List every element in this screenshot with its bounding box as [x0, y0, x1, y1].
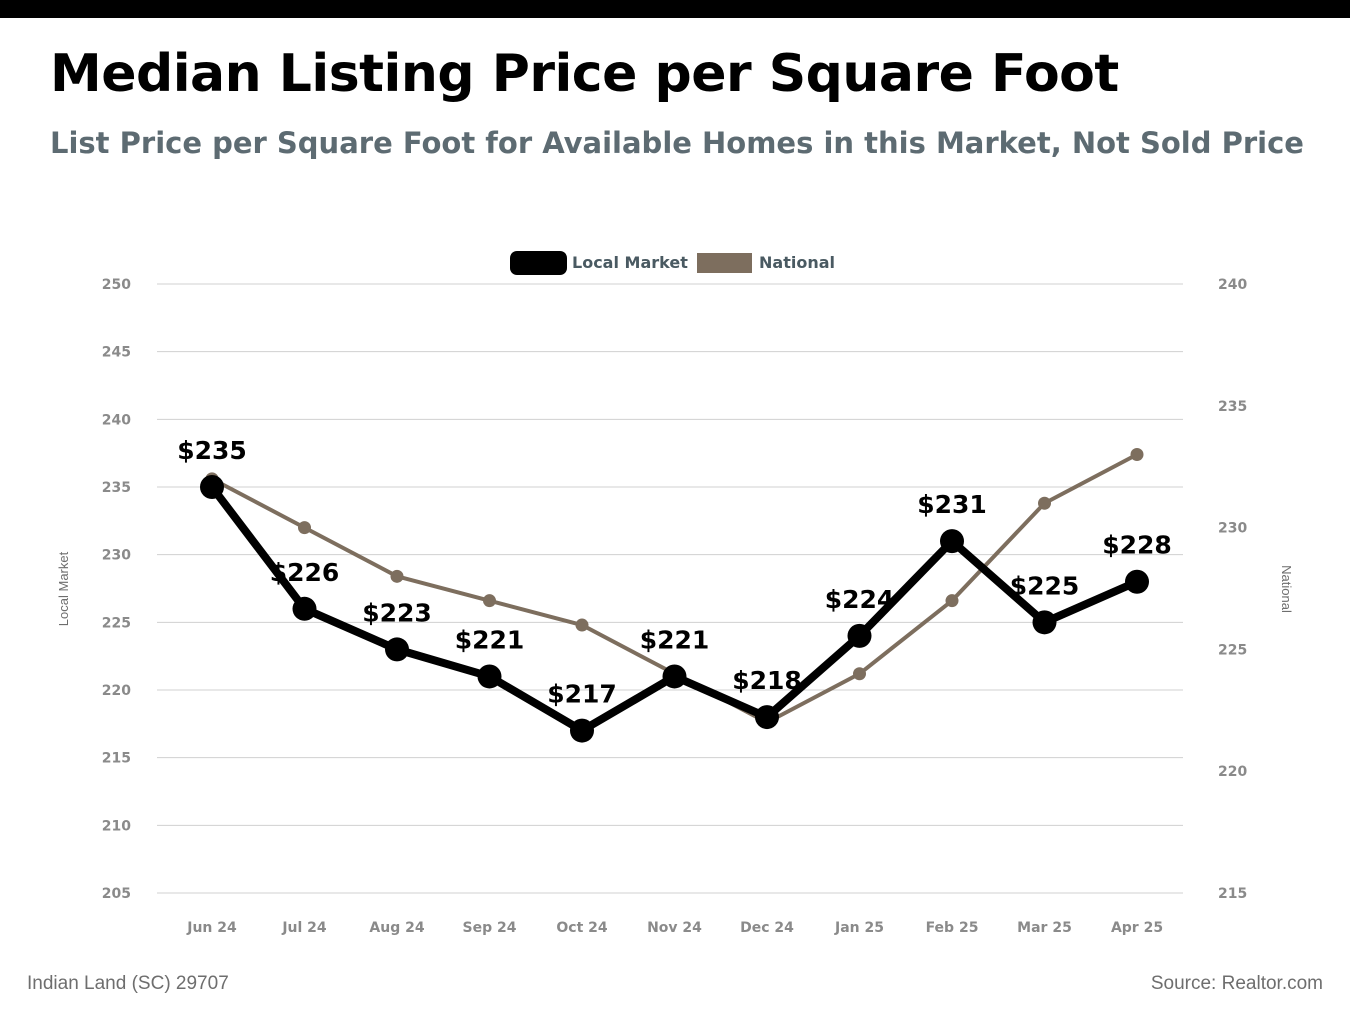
local-market-data-point: [755, 705, 779, 730]
local-market-data-point: [847, 623, 872, 648]
national-data-point: [390, 569, 404, 583]
national-data-point: [945, 594, 959, 608]
x-tick-label: Jan 25: [834, 920, 884, 936]
national-data-point: [575, 618, 589, 632]
local-market-data-point: [200, 475, 224, 499]
local-market-data-label: $226: [270, 558, 340, 587]
local-market-data-point: [940, 529, 964, 554]
national-data-point: [1130, 448, 1144, 462]
local-market-data-point: [292, 596, 317, 621]
legend-label-national: National: [759, 253, 835, 272]
x-tick-label: Dec 24: [740, 920, 794, 936]
y-left-tick-label: 215: [102, 751, 131, 767]
local-market-series-line: [208, 484, 1139, 735]
x-tick-label: Jun 24: [186, 920, 237, 936]
chart-subtitle: List Price per Square Foot for Available…: [50, 126, 1304, 160]
legend-label-local-market: Local Market: [572, 253, 688, 272]
x-tick-label: Jul 24: [281, 920, 327, 936]
y-right-tick-label: 240: [1218, 277, 1247, 293]
x-tick-label: Apr 25: [1111, 920, 1163, 936]
y-left-tick-label: 240: [102, 412, 131, 428]
x-tick-label: Oct 24: [556, 920, 608, 936]
top-bar: [0, 0, 1350, 18]
y-right-tick-label: 215: [1218, 886, 1247, 902]
national-data-point: [298, 521, 311, 535]
x-tick-label: Feb 25: [926, 920, 979, 936]
local-market-data-point: [1032, 610, 1057, 635]
legend-swatch-local-market: [510, 251, 567, 275]
footer-location: Indian Land (SC) 29707: [27, 973, 229, 994]
y-left-tick-label: 205: [102, 886, 131, 902]
local-market-data-label: $218: [732, 666, 802, 695]
y-left-tick-label: 225: [102, 615, 131, 631]
y-left-tick-label: 245: [102, 345, 131, 361]
local-market-data-label: $231: [917, 490, 987, 519]
local-market-data-point: [1125, 569, 1149, 594]
y-right-tick-label: 235: [1218, 399, 1247, 415]
national-data-point: [1038, 496, 1051, 510]
local-market-data-point: [477, 664, 502, 689]
y-right-tick-label: 220: [1218, 764, 1247, 780]
y-left-tick-label: 250: [102, 277, 131, 293]
national-data-point: [853, 667, 866, 681]
x-tick-label: Sep 24: [463, 920, 517, 936]
local-market-data-point: [662, 664, 687, 689]
legend-swatch-national: [697, 253, 752, 273]
chart-title: Median Listing Price per Square Foot: [50, 44, 1119, 104]
local-market-data-point: [570, 718, 594, 743]
local-market-data-label: $235: [177, 436, 247, 465]
footer-source: Source: Realtor.com: [1150, 973, 1323, 994]
local-market-data-label: $225: [1010, 571, 1080, 600]
y-left-axis-title: Local Market: [56, 551, 71, 626]
y-left-tick-label: 210: [102, 818, 131, 834]
y-left-tick-label: 220: [102, 683, 131, 699]
local-market-data-label: $221: [455, 625, 525, 654]
local-market-data-label: $223: [362, 598, 432, 627]
x-tick-label: Nov 24: [647, 920, 702, 936]
y-left-tick-label: 230: [102, 548, 131, 564]
y-right-tick-label: 230: [1218, 521, 1247, 537]
local-market-data-label: $228: [1102, 531, 1172, 560]
y-right-tick-label: 225: [1218, 642, 1247, 658]
local-market-data-point: [385, 637, 409, 662]
national-data-point: [483, 594, 496, 608]
local-market-data-label: $224: [825, 585, 895, 614]
x-tick-label: Mar 25: [1017, 920, 1072, 936]
x-tick-label: Aug 24: [369, 920, 424, 936]
local-market-data-label: $221: [640, 625, 710, 654]
local-market-data-label: $217: [547, 680, 617, 709]
y-right-axis-title: National: [1279, 565, 1294, 613]
y-left-tick-label: 235: [102, 480, 131, 496]
